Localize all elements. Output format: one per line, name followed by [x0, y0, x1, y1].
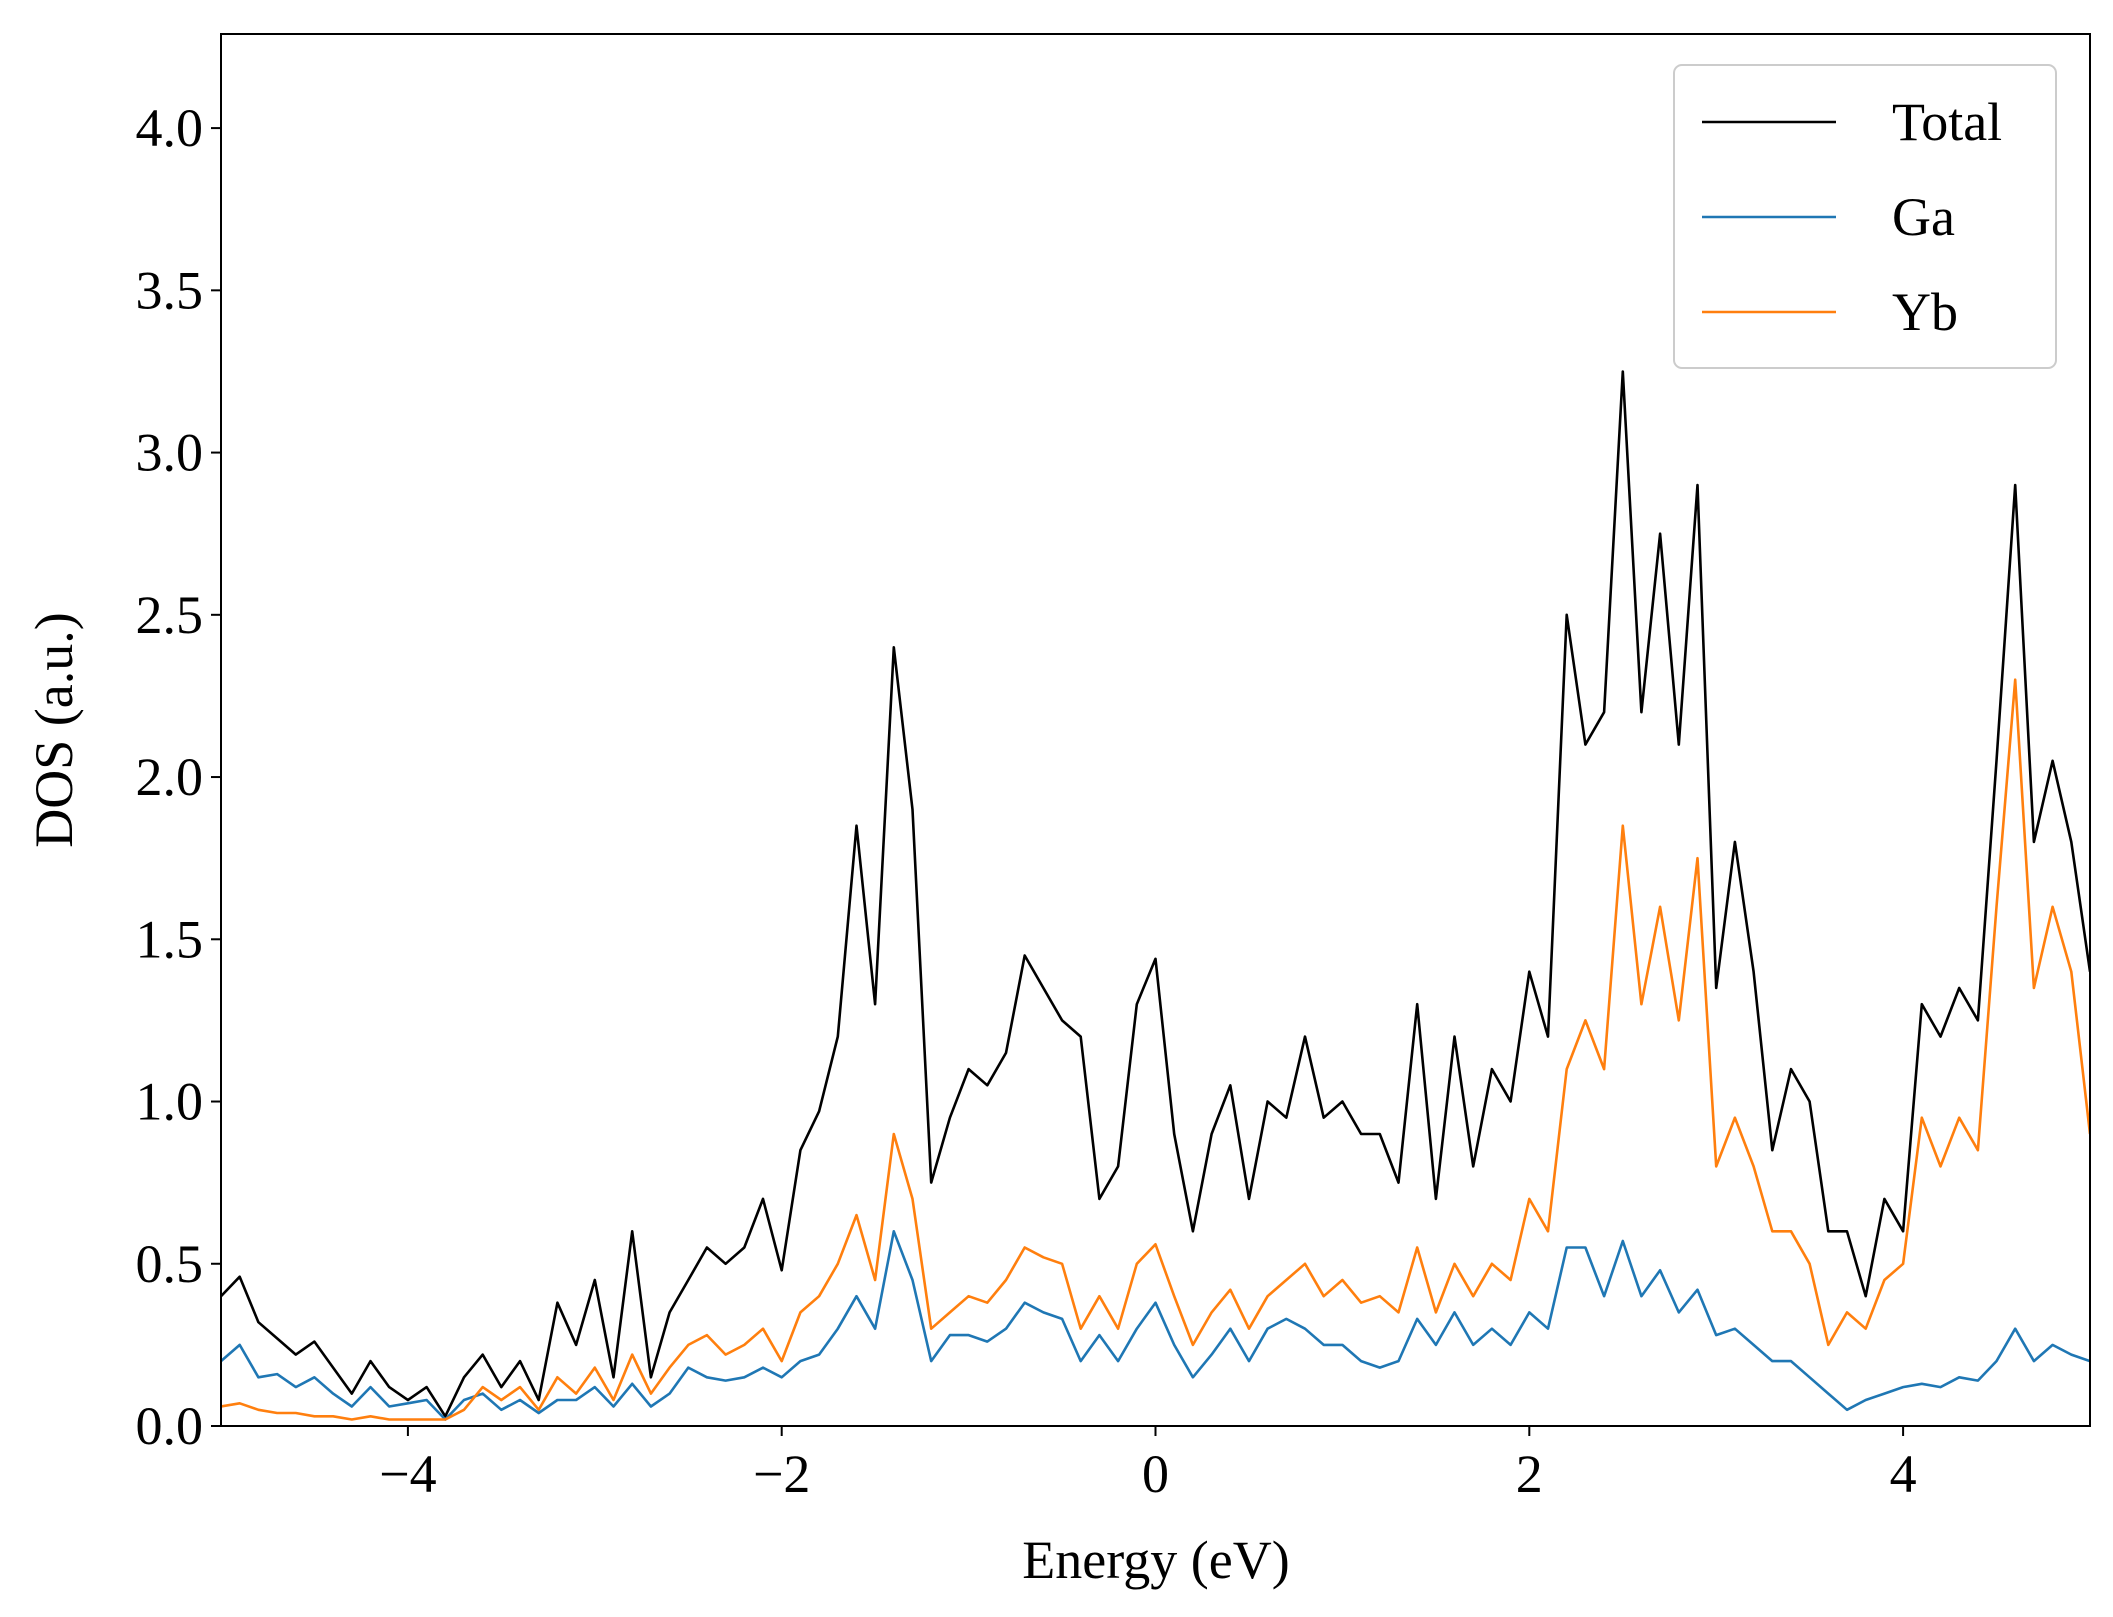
y-tick-label: 1.0	[136, 1072, 204, 1132]
y-tick-label: 1.5	[136, 909, 204, 969]
legend-label: Ga	[1892, 187, 1955, 247]
y-tick-label: 0.5	[136, 1234, 204, 1294]
y-tick-label: 2.5	[136, 585, 204, 645]
y-tick-label: 0.0	[136, 1396, 204, 1456]
series-line	[221, 370, 2090, 1418]
y-axis-label: DOS (a.u.)	[24, 612, 84, 847]
legend-label: Total	[1892, 92, 2002, 152]
y-tick-label: 3.0	[136, 423, 204, 483]
y-tick-label: 4.0	[136, 98, 204, 158]
y-tick-label: 2.0	[136, 747, 204, 807]
x-tick-label: 2	[1516, 1444, 1543, 1504]
y-tick-label: 3.5	[136, 260, 204, 320]
legend-box	[1673, 64, 2057, 369]
x-tick-label: 4	[1890, 1444, 1917, 1504]
x-tick-label: −4	[379, 1444, 436, 1504]
x-axis-label: Energy (eV)	[1022, 1530, 1289, 1590]
x-tick-label: 0	[1142, 1444, 1169, 1504]
legend-label: Yb	[1892, 282, 1958, 342]
x-tick-label: −2	[753, 1444, 810, 1504]
series-line	[221, 1230, 2090, 1421]
series-line	[221, 678, 2090, 1421]
plot-frame	[220, 33, 2091, 1427]
